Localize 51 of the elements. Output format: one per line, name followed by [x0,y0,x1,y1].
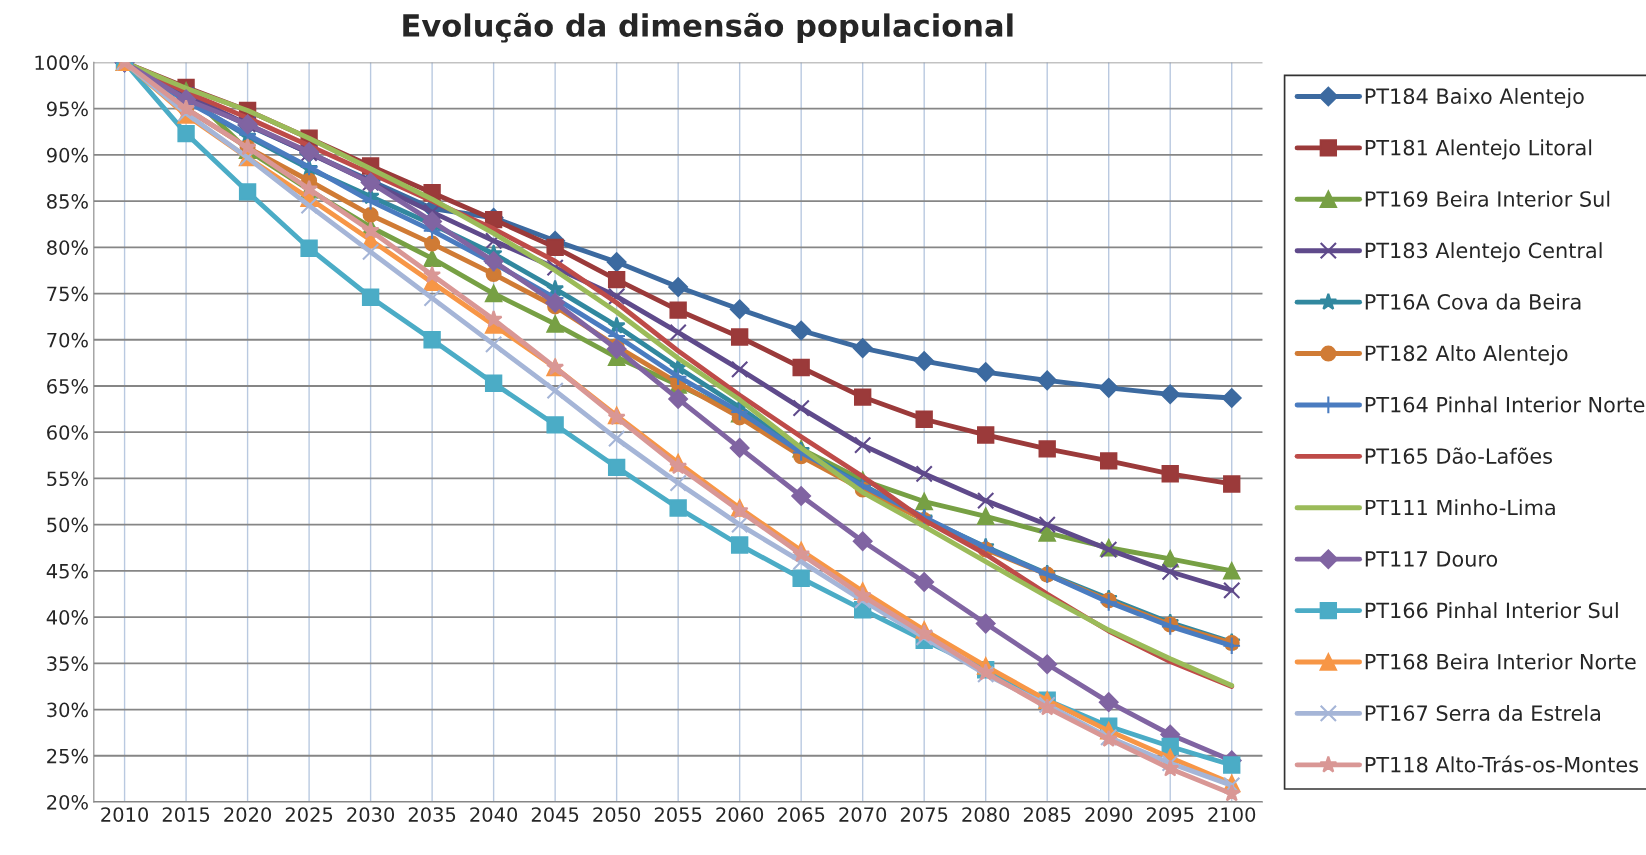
x-tick-label: 2060 [716,807,764,822]
x-tick-label: 2080 [962,807,1010,822]
legend-label: PT183 Alentejo Central [1365,242,1602,263]
x-tick-label: 2095 [1146,807,1194,822]
chart-title: Evolução da dimensão populacional [403,12,1013,43]
legend-label: PT182 Alto Alentejo [1365,345,1568,366]
legend-label: PT167 Serra da Estrela [1365,704,1600,722]
y-tick-label: 85% [47,194,88,209]
x-tick-label: 2040 [470,807,518,822]
legend-label: PT168 Beira Interior Norte [1365,653,1636,670]
x-tick-label: 2050 [593,807,641,822]
legend-label: PT111 Minho-Lima [1365,499,1555,516]
x-tick-label: 2070 [839,807,887,822]
y-tick-label: 50% [47,517,88,533]
y-tick-label: 25% [47,748,88,764]
legend-label: PT117 Douro [1365,551,1498,567]
y-tick-label: 45% [46,563,88,579]
y-tick-label: 65% [47,378,88,394]
x-tick-label: 2090 [1085,807,1133,822]
x-tick-label: 2055 [654,807,702,822]
x-tick-label: 2035 [408,807,456,822]
y-tick-label: 20% [47,794,88,810]
legend-label: PT164 Pinhal Interior Norte [1365,396,1645,413]
legend-label: PT169 Beira Interior Sul [1365,190,1610,207]
x-tick-label: 2085 [1023,807,1071,822]
legend-label: PT181 Alentejo Litoral [1365,139,1592,160]
x-tick-label: 2045 [531,807,579,822]
x-tick-label: 2025 [285,807,333,822]
y-tick-label: 100% [35,55,88,71]
y-tick-label: 95% [46,101,88,117]
x-tick-label: 2075 [900,807,948,822]
x-tick-label: 2015 [162,807,210,822]
y-tick-label: 55% [47,471,88,487]
y-tick-label: 30% [47,702,88,718]
x-tick-label: 2010 [101,807,149,822]
y-tick-label: 80% [47,240,88,255]
y-tick-label: 70% [47,332,88,348]
y-tick-label: 75% [47,286,88,302]
legend-label: PT165 Dão-Lafões [1365,447,1552,464]
y-tick-label: 90% [46,147,88,163]
legend-label: PT16A Cova da Beira [1365,293,1581,310]
legend-label: PT166 Pinhal Interior Sul [1365,602,1618,619]
x-tick-label: 2065 [777,807,825,822]
y-tick-label: 60% [47,425,88,440]
legend-label: PT184 Baixo Alentejo [1365,87,1584,109]
x-tick-label: 2020 [224,807,272,822]
legend-label: PT118 Alto-Trás-os-Montes [1365,755,1638,773]
x-tick-label: 2030 [347,807,395,822]
y-tick-label: 35% [47,656,88,671]
x-tick-label: 2100 [1208,807,1256,822]
y-tick-label: 40% [46,610,88,625]
